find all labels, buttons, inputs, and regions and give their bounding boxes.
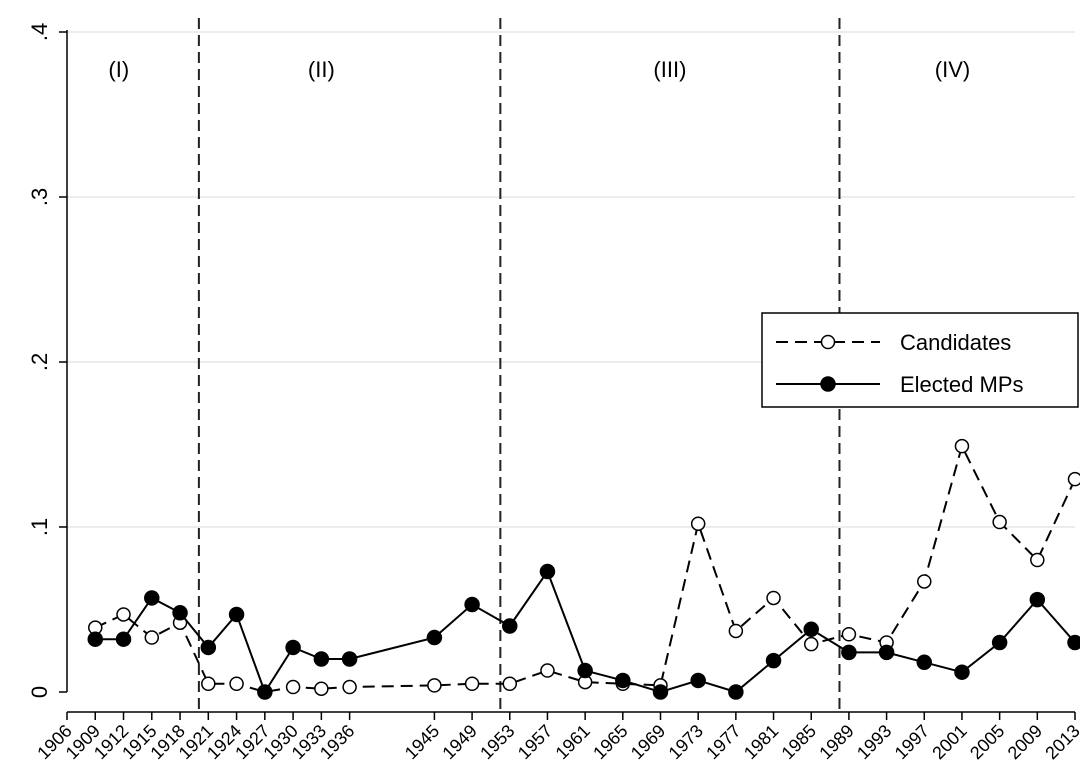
- x-tick-label: 1945: [401, 721, 443, 763]
- elected-mps-point: [87, 631, 104, 647]
- legend: Candidates Elected MPs: [761, 312, 1079, 408]
- elected-mps-point: [341, 651, 358, 667]
- x-tick-label: 1953: [476, 721, 518, 763]
- y-tick-label: .1: [27, 518, 52, 536]
- legend-marker-0: [820, 334, 836, 350]
- x-tick-label: 2001: [928, 721, 970, 763]
- x-tick-label: 1981: [740, 721, 782, 763]
- x-tick-label: 1985: [778, 721, 820, 763]
- period-label: (I): [108, 57, 129, 82]
- candidates-point: [540, 663, 555, 678]
- elected-mps-point: [144, 590, 160, 606]
- candidates-point: [229, 676, 244, 691]
- legend-label: Candidates: [900, 330, 1011, 355]
- x-tick-label: 1949: [438, 721, 480, 763]
- period-label: (II): [308, 57, 335, 82]
- candidates-point: [342, 679, 357, 695]
- x-tick-label: 1997: [891, 721, 933, 763]
- elected-mps-point: [200, 639, 217, 656]
- elected-mps-point: [115, 631, 132, 647]
- elected-mps-point: [577, 662, 593, 679]
- candidates-point: [803, 636, 819, 652]
- elected-mps-series: [87, 563, 1080, 700]
- period-labels: (I) (II) (III) (IV): [108, 57, 970, 82]
- candidates-point: [116, 607, 131, 622]
- candidates-point: [992, 514, 1007, 530]
- elected-mps-point: [257, 684, 273, 700]
- x-tick-label: 1993: [853, 721, 895, 763]
- period-dividers: [197, 18, 841, 712]
- candidates-series: [88, 438, 1080, 700]
- elected-mps-point: [690, 672, 706, 689]
- elected-mps-line: [95, 569, 1076, 695]
- elected-mps-point: [615, 672, 631, 689]
- candidates-line: [94, 443, 1076, 694]
- elected-mps-point: [991, 634, 1008, 651]
- elected-mps-point: [954, 664, 970, 680]
- elected-mps-point: [878, 644, 895, 661]
- candidates-point: [690, 516, 706, 531]
- elected-mps-point: [502, 618, 518, 634]
- elected-mps-point: [1029, 591, 1046, 608]
- candidates-point: [502, 676, 518, 691]
- legend-box: [761, 312, 1079, 408]
- candidates-point: [917, 574, 932, 589]
- x-tick-label: 2005: [966, 721, 1008, 763]
- elected-mps-point: [464, 596, 480, 613]
- x-tick-label: 1969: [627, 721, 669, 763]
- elected-mps-point: [841, 644, 857, 661]
- x-tick-label: 2013: [1041, 721, 1080, 763]
- elected-mps-point: [426, 629, 443, 646]
- x-tick-label: 1961: [551, 721, 593, 763]
- x-tick-label: 1989: [815, 721, 857, 763]
- period-label: (III): [653, 57, 686, 82]
- x-tick-label: 1973: [665, 721, 707, 763]
- x-tick-label: 1965: [589, 721, 631, 763]
- legend-marker-1: [820, 376, 836, 392]
- legend-label: Elected MPs: [900, 372, 1024, 397]
- candidates-point: [766, 590, 781, 606]
- candidates-point: [728, 623, 744, 639]
- candidates-point: [1067, 471, 1080, 487]
- x-tick-label: 1977: [702, 721, 744, 763]
- candidates-point: [201, 676, 216, 691]
- y-tick-label: 0: [27, 686, 52, 698]
- y-tick-label: .3: [27, 188, 52, 206]
- y-tick-label: .2: [27, 353, 52, 371]
- period-label: (IV): [935, 57, 970, 82]
- series-group: [87, 438, 1080, 700]
- elected-mps-point: [313, 651, 330, 667]
- elected-mps-point: [728, 684, 744, 700]
- elected-mps-point: [916, 654, 933, 671]
- candidates-point: [144, 630, 160, 645]
- x-tick-label: 1957: [514, 721, 556, 763]
- elected-mps-point: [539, 563, 556, 580]
- elected-mps-point: [652, 684, 669, 700]
- elected-mps-point: [803, 621, 819, 638]
- candidates-point: [1030, 552, 1045, 568]
- elected-mps-point: [285, 639, 301, 656]
- elected-mps-point: [1067, 634, 1080, 651]
- candidates-point: [314, 681, 329, 696]
- candidates-point: [285, 679, 301, 695]
- x-tick-label: 2009: [1004, 721, 1046, 763]
- elected-mps-point: [228, 606, 245, 623]
- elected-mps-point: [172, 605, 188, 621]
- y-tick-label: .4: [27, 23, 52, 41]
- gridlines: [67, 31, 1075, 528]
- candidates-point: [464, 676, 480, 691]
- candidates-point: [954, 438, 970, 454]
- elected-mps-point: [765, 652, 782, 669]
- candidates-point: [427, 678, 442, 693]
- candidates-point: [841, 627, 857, 642]
